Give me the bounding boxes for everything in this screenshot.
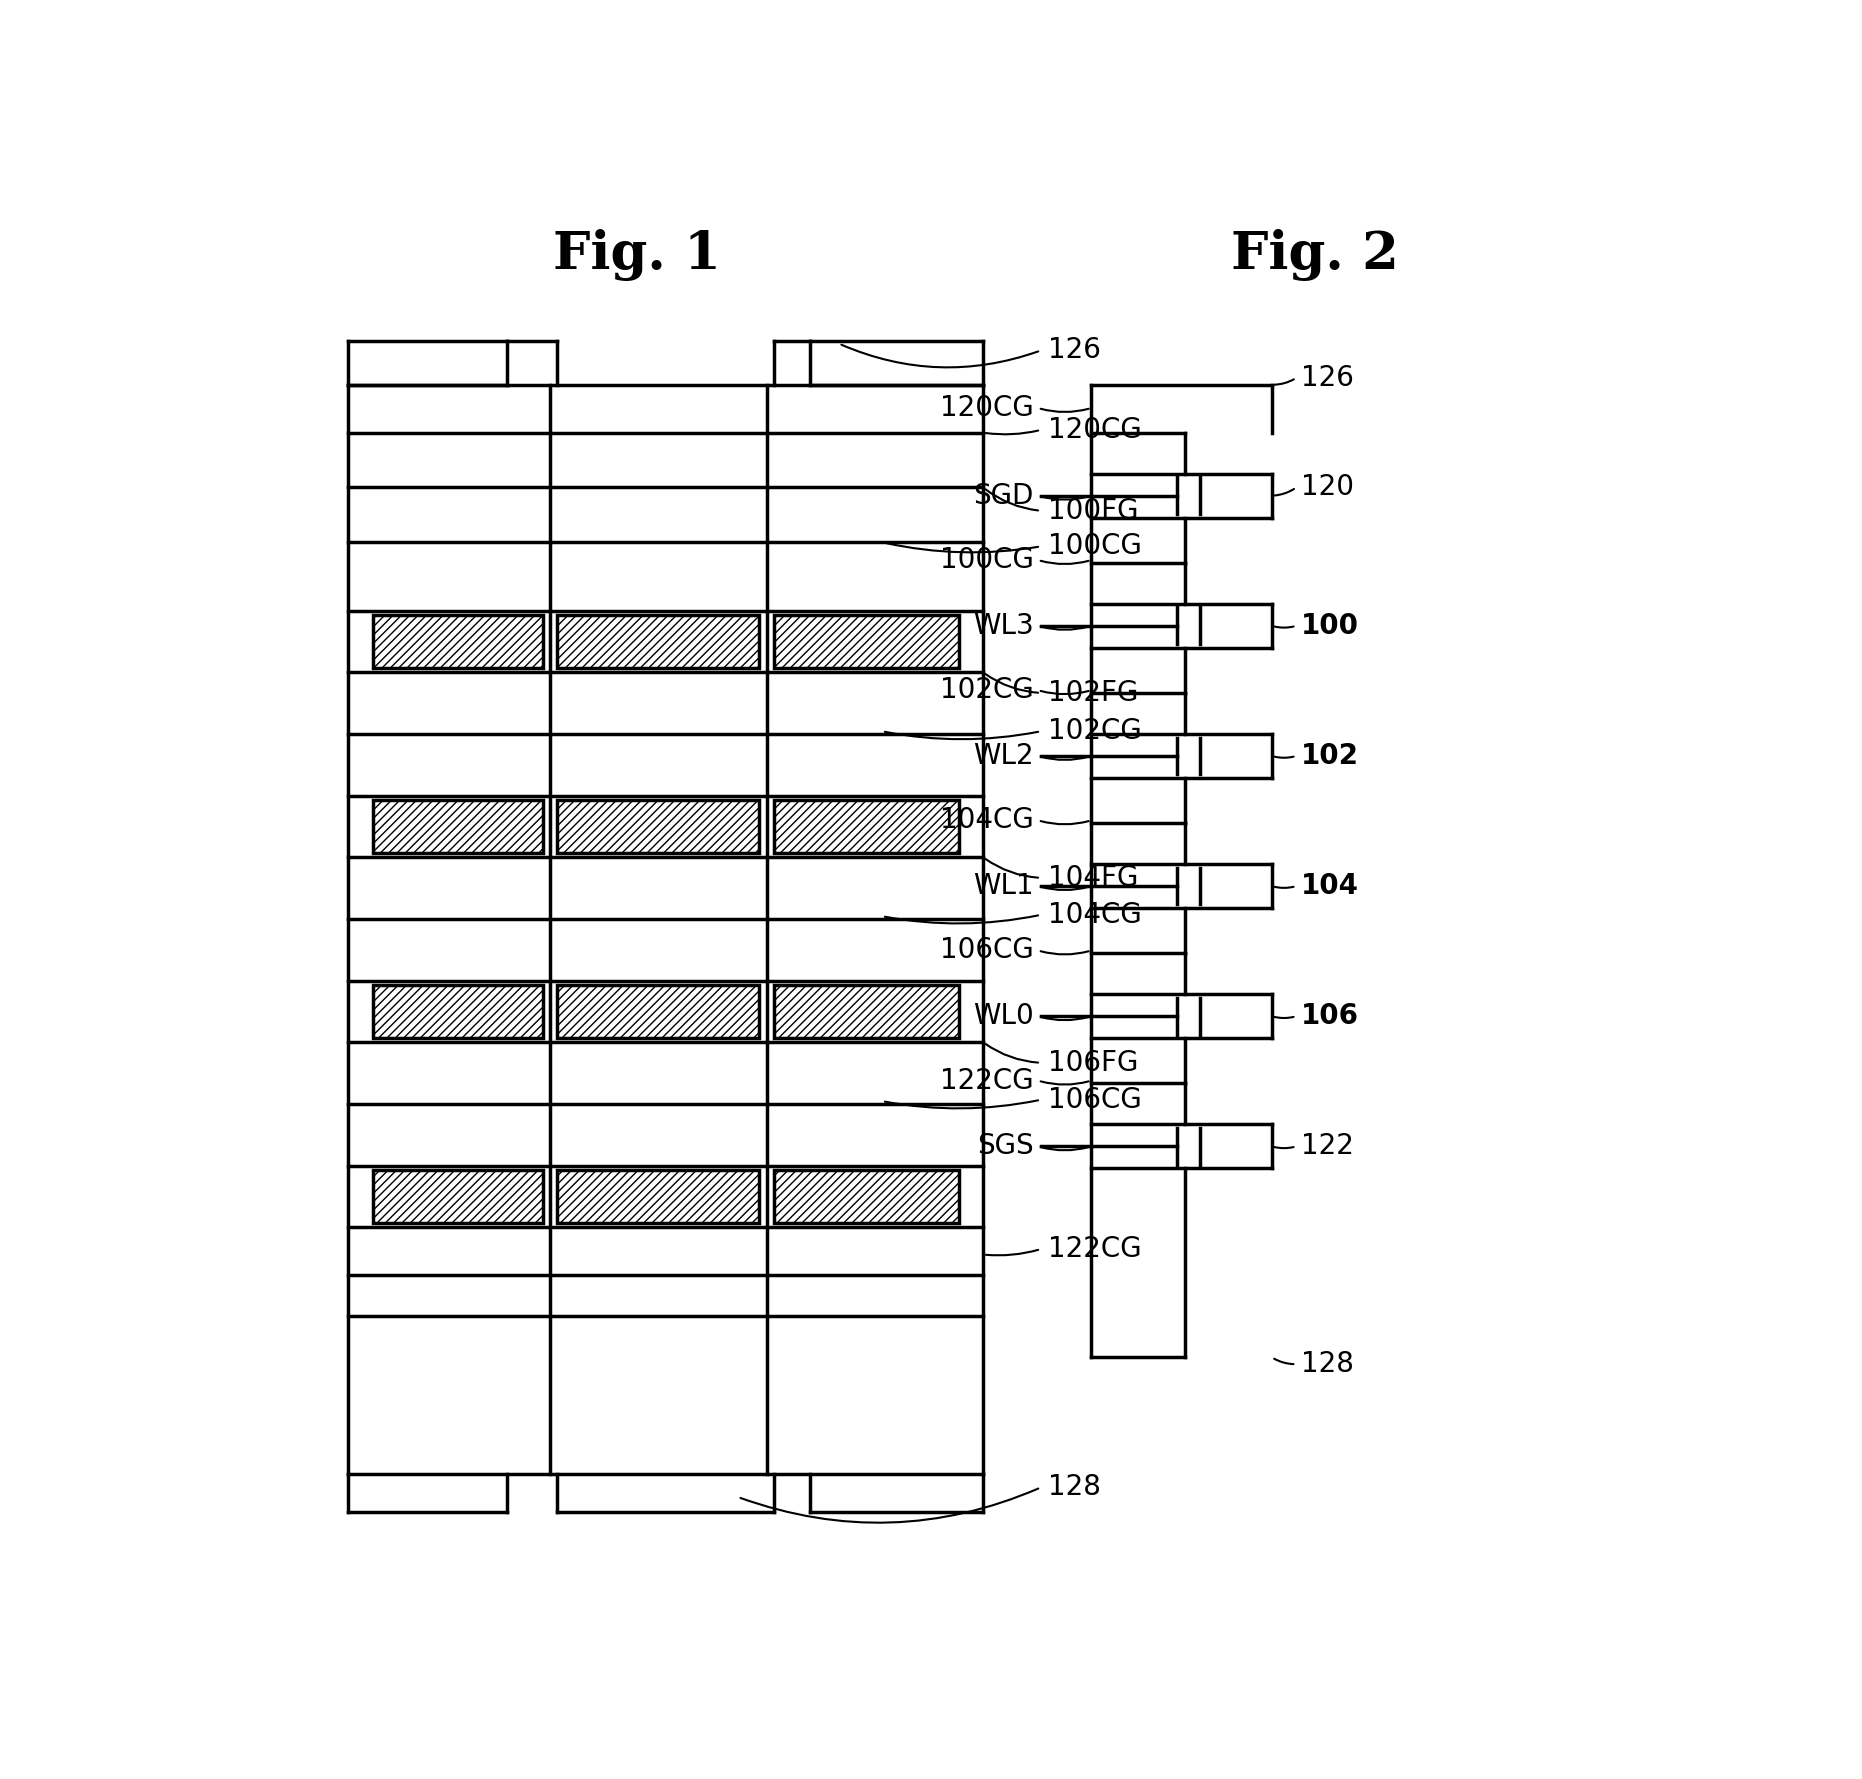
Text: WL0: WL0 xyxy=(972,1002,1033,1030)
Bar xyxy=(557,1169,760,1222)
Text: 102CG: 102CG xyxy=(940,676,1033,704)
Text: 104FG: 104FG xyxy=(1048,865,1138,891)
Text: 100CG: 100CG xyxy=(940,546,1033,575)
Bar xyxy=(557,986,760,1039)
Text: 104: 104 xyxy=(1300,872,1359,900)
Text: 126: 126 xyxy=(1048,336,1100,365)
Text: WL1: WL1 xyxy=(974,872,1033,900)
Text: 122CG: 122CG xyxy=(1048,1235,1141,1263)
Text: 100: 100 xyxy=(1300,612,1359,640)
Text: 106CG: 106CG xyxy=(1048,1085,1141,1114)
Bar xyxy=(557,616,760,669)
Bar xyxy=(372,986,544,1039)
Text: 122CG: 122CG xyxy=(940,1067,1033,1094)
Text: 120: 120 xyxy=(1300,473,1354,502)
Text: 106: 106 xyxy=(1300,1002,1359,1030)
Text: SGS: SGS xyxy=(978,1133,1033,1160)
Text: 100CG: 100CG xyxy=(1048,532,1141,560)
Text: 128: 128 xyxy=(1048,1473,1100,1501)
Text: 102FG: 102FG xyxy=(1048,680,1138,706)
Text: 102CG: 102CG xyxy=(1048,717,1141,745)
Text: 106CG: 106CG xyxy=(940,936,1033,964)
Bar xyxy=(775,616,959,669)
Text: 128: 128 xyxy=(1300,1350,1354,1379)
Text: 106FG: 106FG xyxy=(1048,1050,1138,1076)
Text: Fig. 2: Fig. 2 xyxy=(1231,228,1398,281)
Bar xyxy=(775,1169,959,1222)
Bar xyxy=(372,1169,544,1222)
Text: SGD: SGD xyxy=(974,482,1033,509)
Text: 104CG: 104CG xyxy=(940,806,1033,834)
Text: Fig. 1: Fig. 1 xyxy=(553,228,721,281)
Text: WL2: WL2 xyxy=(974,742,1033,770)
Bar xyxy=(557,801,760,854)
Text: 120CG: 120CG xyxy=(1048,416,1141,445)
Text: 126: 126 xyxy=(1300,365,1354,391)
Text: 120CG: 120CG xyxy=(940,393,1033,422)
Bar xyxy=(775,986,959,1039)
Text: 122: 122 xyxy=(1300,1133,1354,1160)
Text: WL3: WL3 xyxy=(972,612,1033,640)
Bar xyxy=(372,616,544,669)
Bar xyxy=(775,801,959,854)
Text: 104CG: 104CG xyxy=(1048,900,1141,929)
Text: 100FG: 100FG xyxy=(1048,496,1138,525)
Bar xyxy=(372,801,544,854)
Text: 102: 102 xyxy=(1300,742,1359,770)
